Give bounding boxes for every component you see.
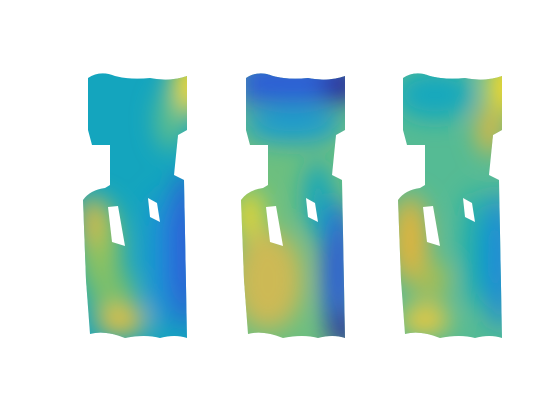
contour-panel-2 <box>241 73 345 338</box>
contour-panel-3 <box>398 73 502 338</box>
contour-panel-1 <box>83 73 187 338</box>
